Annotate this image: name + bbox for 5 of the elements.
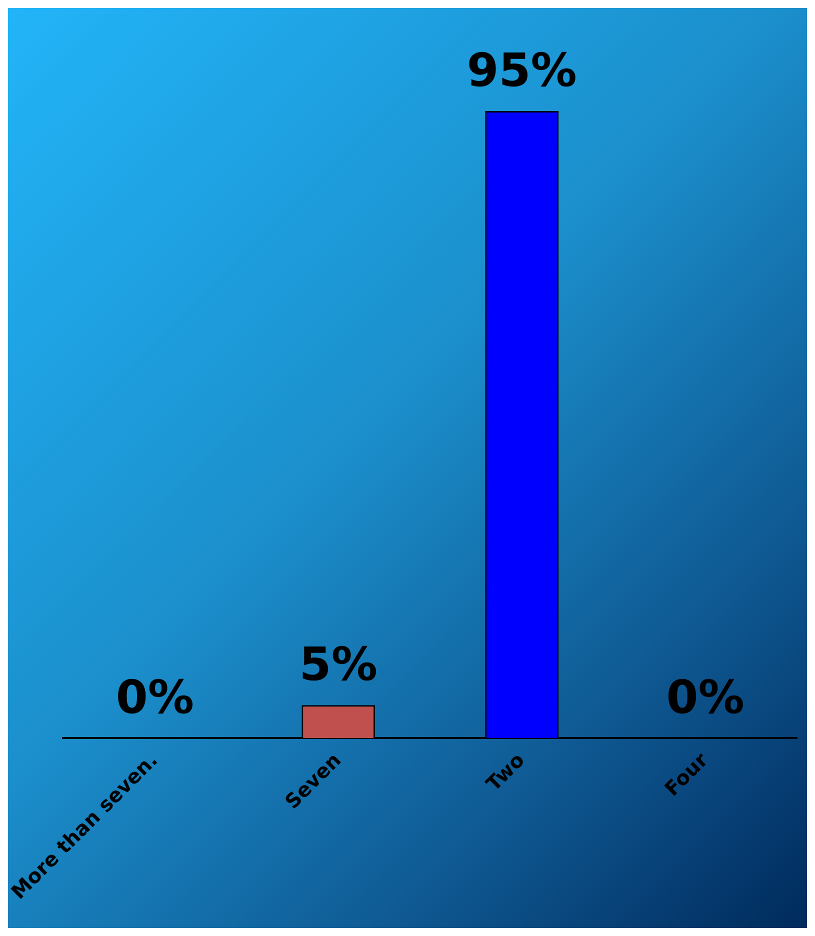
data-label: 0% <box>116 670 194 724</box>
data-label: 5% <box>299 637 378 692</box>
x-tick-label: Two <box>481 748 530 796</box>
data-label: 0% <box>666 670 744 724</box>
data-label: 95% <box>466 42 577 97</box>
